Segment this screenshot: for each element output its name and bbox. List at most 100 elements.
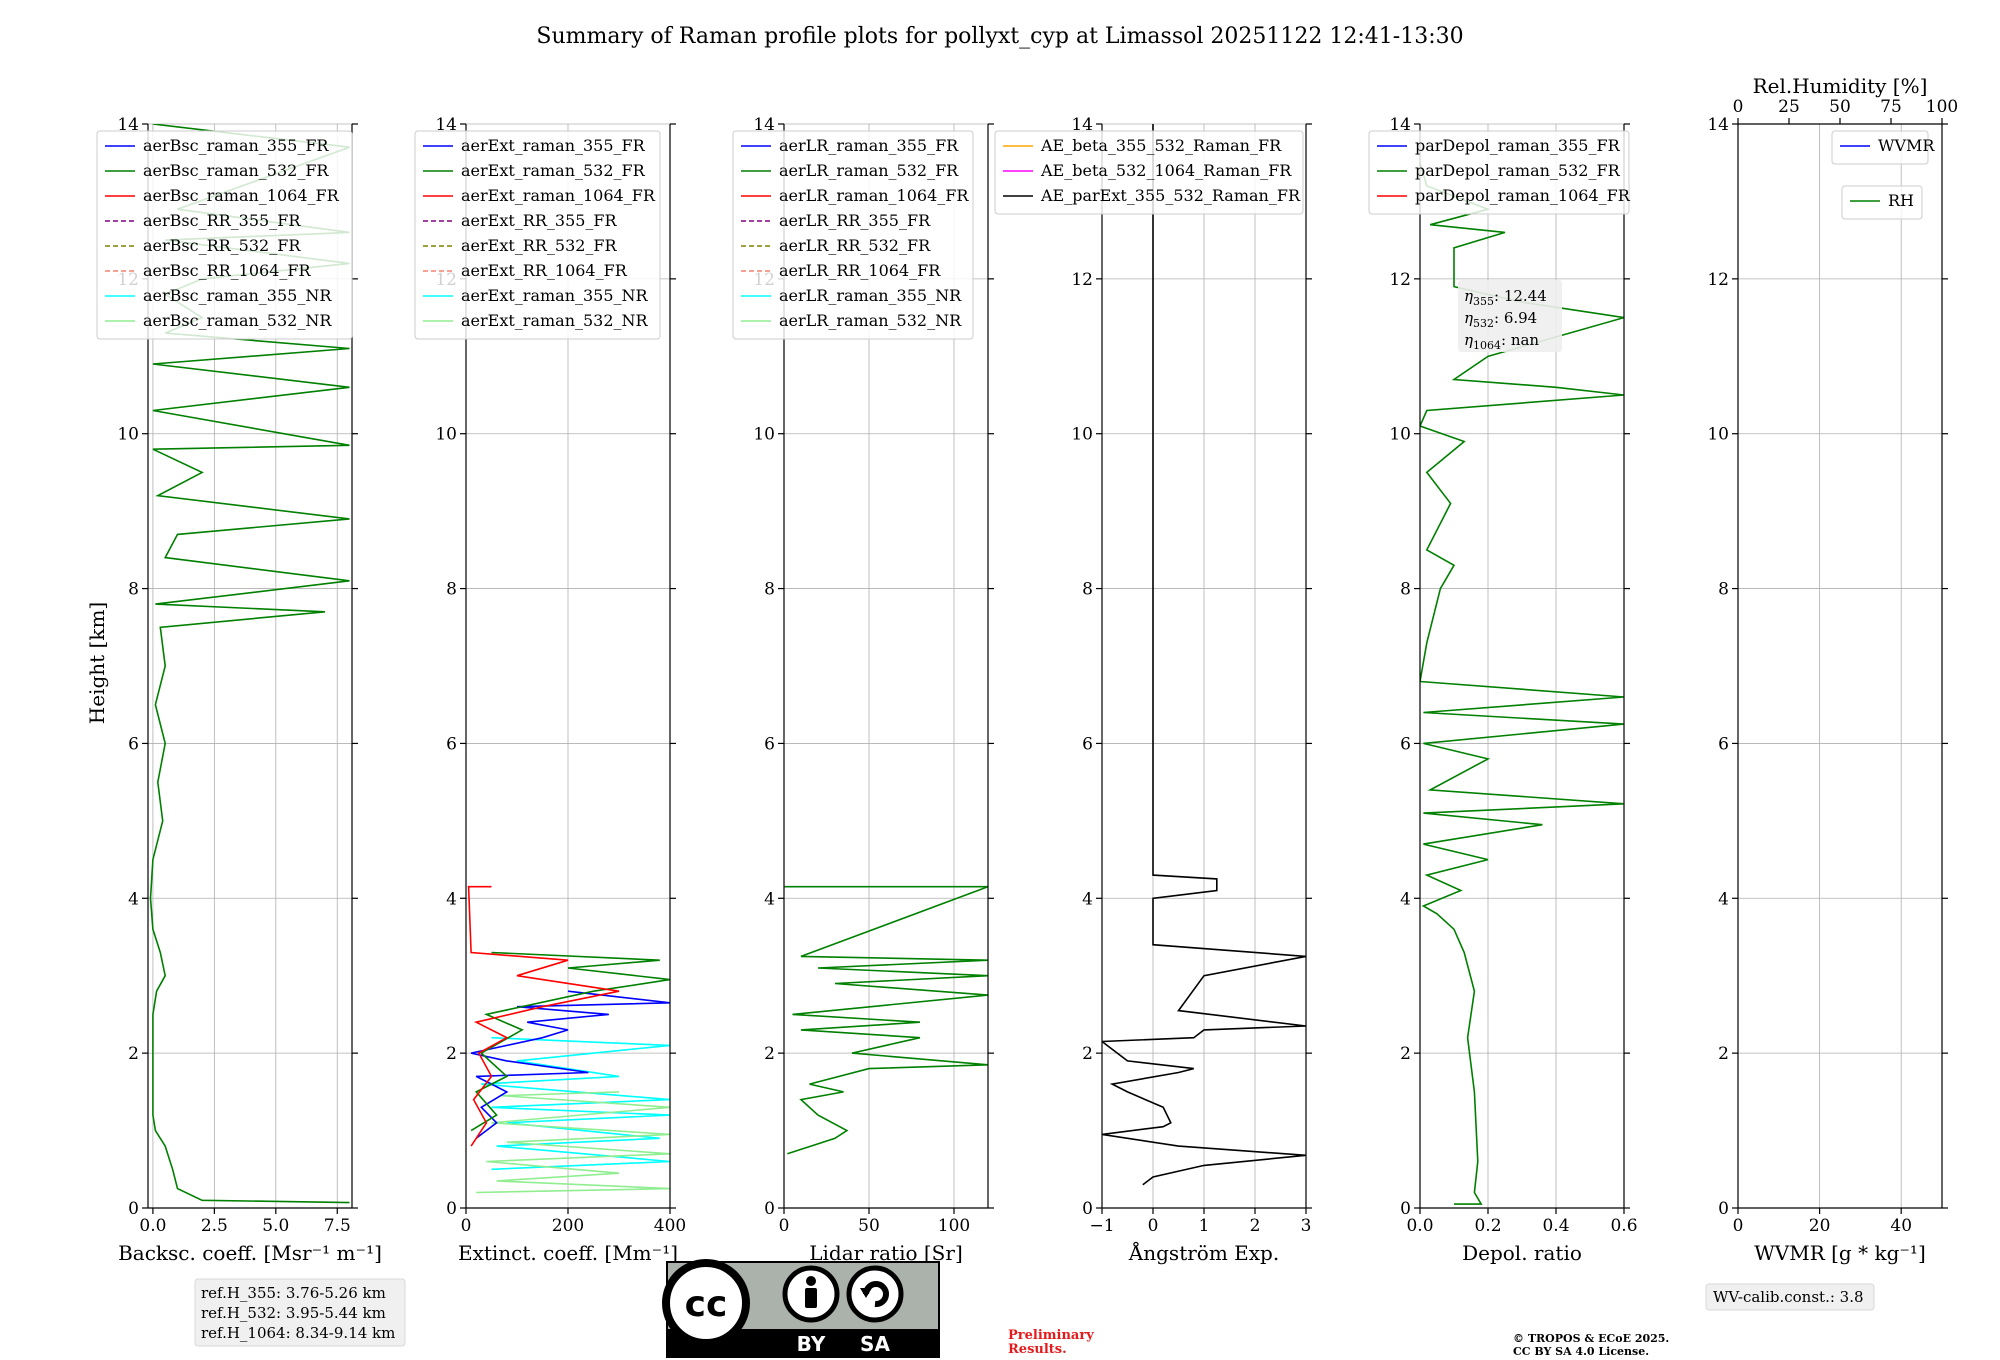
x-tick-label: 0 (461, 1216, 472, 1236)
y-tick-label: 10 (753, 425, 775, 445)
legend-label: aerBsc_RR_532_FR (143, 236, 301, 255)
legend-label: RH (1888, 191, 1914, 210)
legend-label: aerExt_RR_532_FR (461, 236, 618, 255)
y-tick-label: 4 (1400, 889, 1411, 909)
legend-label: aerExt_RR_1064_FR (461, 261, 628, 280)
x-tick-label: 2 (1250, 1216, 1261, 1236)
legend-box (1368, 130, 1630, 215)
x-tick-label: 0.0 (1406, 1216, 1433, 1236)
legend-label: aerBsc_RR_1064_FR (143, 261, 312, 280)
top-x-tick-label: 50 (1829, 97, 1851, 117)
y-tick-label: 4 (128, 889, 139, 909)
legend-label: aerBsc_raman_355_NR (143, 286, 332, 305)
legend-label: aerLR_raman_355_FR (779, 136, 959, 155)
refh-1064: ref.H_1064: 8.34-9.14 km (201, 1324, 395, 1342)
legend-label: aerLR_RR_355_FR (779, 211, 931, 230)
series-aerExt_raman_355_NR (481, 1036, 670, 1171)
legend-box (732, 130, 974, 340)
wv-calib-box: WV-calib.const.: 3.8 (1705, 1283, 1875, 1311)
y-tick-label: 14 (1707, 115, 1729, 135)
legend-label: AE_beta_532_1064_Raman_FR (1040, 161, 1292, 180)
y-tick-label: 2 (1400, 1044, 1411, 1064)
x-tick-label: 2.5 (201, 1216, 228, 1236)
y-tick-label: 12 (1707, 270, 1729, 290)
y-tick-label: 8 (764, 580, 775, 600)
refh-532: ref.H_532: 3.95-5.44 km (201, 1304, 386, 1322)
copyright-2: CC BY SA 4.0 License. (1513, 1345, 1649, 1358)
legend-label: aerExt_RR_355_FR (461, 211, 618, 230)
y-tick-label: 14 (1071, 115, 1093, 135)
legend-label: aerExt_raman_532_NR (461, 311, 649, 330)
legend-label: aerLR_RR_532_FR (779, 236, 931, 255)
y-tick-label: 4 (446, 889, 457, 909)
y-tick-label: 10 (1707, 425, 1729, 445)
legend-label: aerBsc_raman_355_FR (143, 136, 329, 155)
y-tick-label: 4 (764, 889, 775, 909)
y-tick-label: 14 (435, 115, 457, 135)
preliminary-label-1: Preliminary (1008, 1328, 1094, 1343)
y-tick-label: 6 (1400, 734, 1411, 754)
series-aerExt_raman_532_NR (476, 1091, 670, 1194)
cc-text: cc (685, 1284, 728, 1325)
eta-value-355: 12.44 (1504, 287, 1547, 305)
panels: 0.02.55.07.502468101214Backsc. coeff. [M… (96, 74, 1958, 1265)
cc-by-sa-logo: cc BY SA (662, 1259, 940, 1358)
x-tick-label: −1 (1089, 1216, 1114, 1236)
y-tick-label: 6 (446, 734, 457, 754)
eta-value-532: 6.94 (1504, 309, 1537, 327)
copyright-1: © TROPOS & ECoE 2025. (1513, 1332, 1669, 1345)
panel-wvmr: 0 20 40 0 2 4 6 8 10 12 14 WVMR [g * kg⁻¹] 0 25 50 75 10… (1707, 74, 1958, 1265)
series-aerLR_raman_532_FR (784, 885, 988, 1155)
x-axis-label: Backsc. coeff. [Msr⁻¹ m⁻¹] (118, 1241, 382, 1265)
legend-label: aerExt_raman_355_FR (461, 136, 646, 155)
series-parDepol_raman_532_FR (1420, 162, 1624, 1205)
eta-value-1064: nan (1511, 331, 1540, 349)
y-tick-label: 10 (1071, 425, 1093, 445)
x-tick-label: 50 (858, 1216, 880, 1236)
x-tick-label: 0.2 (1474, 1216, 1501, 1236)
legend-label: aerLR_RR_1064_FR (779, 261, 941, 280)
eta-row-1064: η1064: nan (1464, 331, 1539, 352)
x-tick-label: 0 (1733, 1216, 1744, 1236)
y-tick-label: 8 (446, 580, 457, 600)
y-tick-label: 0 (446, 1199, 457, 1219)
series-AE_parExt_355_532_Raman_FR (1102, 124, 1306, 1186)
legend-label: parDepol_raman_1064_FR (1415, 186, 1631, 205)
y-tick-label: 0 (764, 1199, 775, 1219)
x-tick-label: 100 (938, 1216, 970, 1236)
legend-box (96, 130, 353, 340)
x-axis-label: Ångström Exp. (1128, 1240, 1279, 1265)
x-tick-label: 1 (1199, 1216, 1210, 1236)
legend-label: aerExt_raman_355_NR (461, 286, 649, 305)
y-tick-label: 12 (1389, 270, 1411, 290)
y-tick-label: 0 (128, 1199, 139, 1219)
legend-label: parDepol_raman_355_FR (1415, 136, 1621, 155)
x-tick-label: 400 (654, 1216, 686, 1236)
x-tick-label: 0.6 (1610, 1216, 1637, 1236)
y-tick-label: 0 (1082, 1199, 1093, 1219)
panel-backscatter: 0.02.55.07.502468101214Backsc. coeff. [M… (96, 115, 382, 1265)
x-tick-label: 20 (1809, 1216, 1831, 1236)
y-tick-label: 6 (764, 734, 775, 754)
y-axis-label: Height [km] (85, 602, 109, 724)
y-tick-label: 14 (117, 115, 139, 135)
legend-label: aerLR_raman_355_NR (779, 286, 962, 305)
legend-label: aerBsc_raman_532_NR (143, 311, 332, 330)
legend-box (1841, 185, 1923, 220)
x-axis-label: Extinct. coeff. [Mm⁻¹] (458, 1241, 678, 1265)
y-tick-label: 10 (117, 425, 139, 445)
x-tick-label: 0 (779, 1216, 790, 1236)
x-tick-label: 0.0 (139, 1216, 166, 1236)
y-tick-label: 0 (1718, 1199, 1729, 1219)
y-tick-label: 2 (1082, 1044, 1093, 1064)
y-tick-label: 2 (128, 1044, 139, 1064)
x-axis-label: WVMR [g * kg⁻¹] (1754, 1241, 1926, 1265)
y-tick-label: 8 (128, 580, 139, 600)
legend-label: parDepol_raman_532_FR (1415, 161, 1621, 180)
cc-circle-icon (662, 1259, 750, 1347)
eta-row-532: η532: 6.94 (1464, 309, 1537, 330)
y-tick-label: 6 (128, 734, 139, 754)
y-tick-label: 8 (1718, 580, 1729, 600)
